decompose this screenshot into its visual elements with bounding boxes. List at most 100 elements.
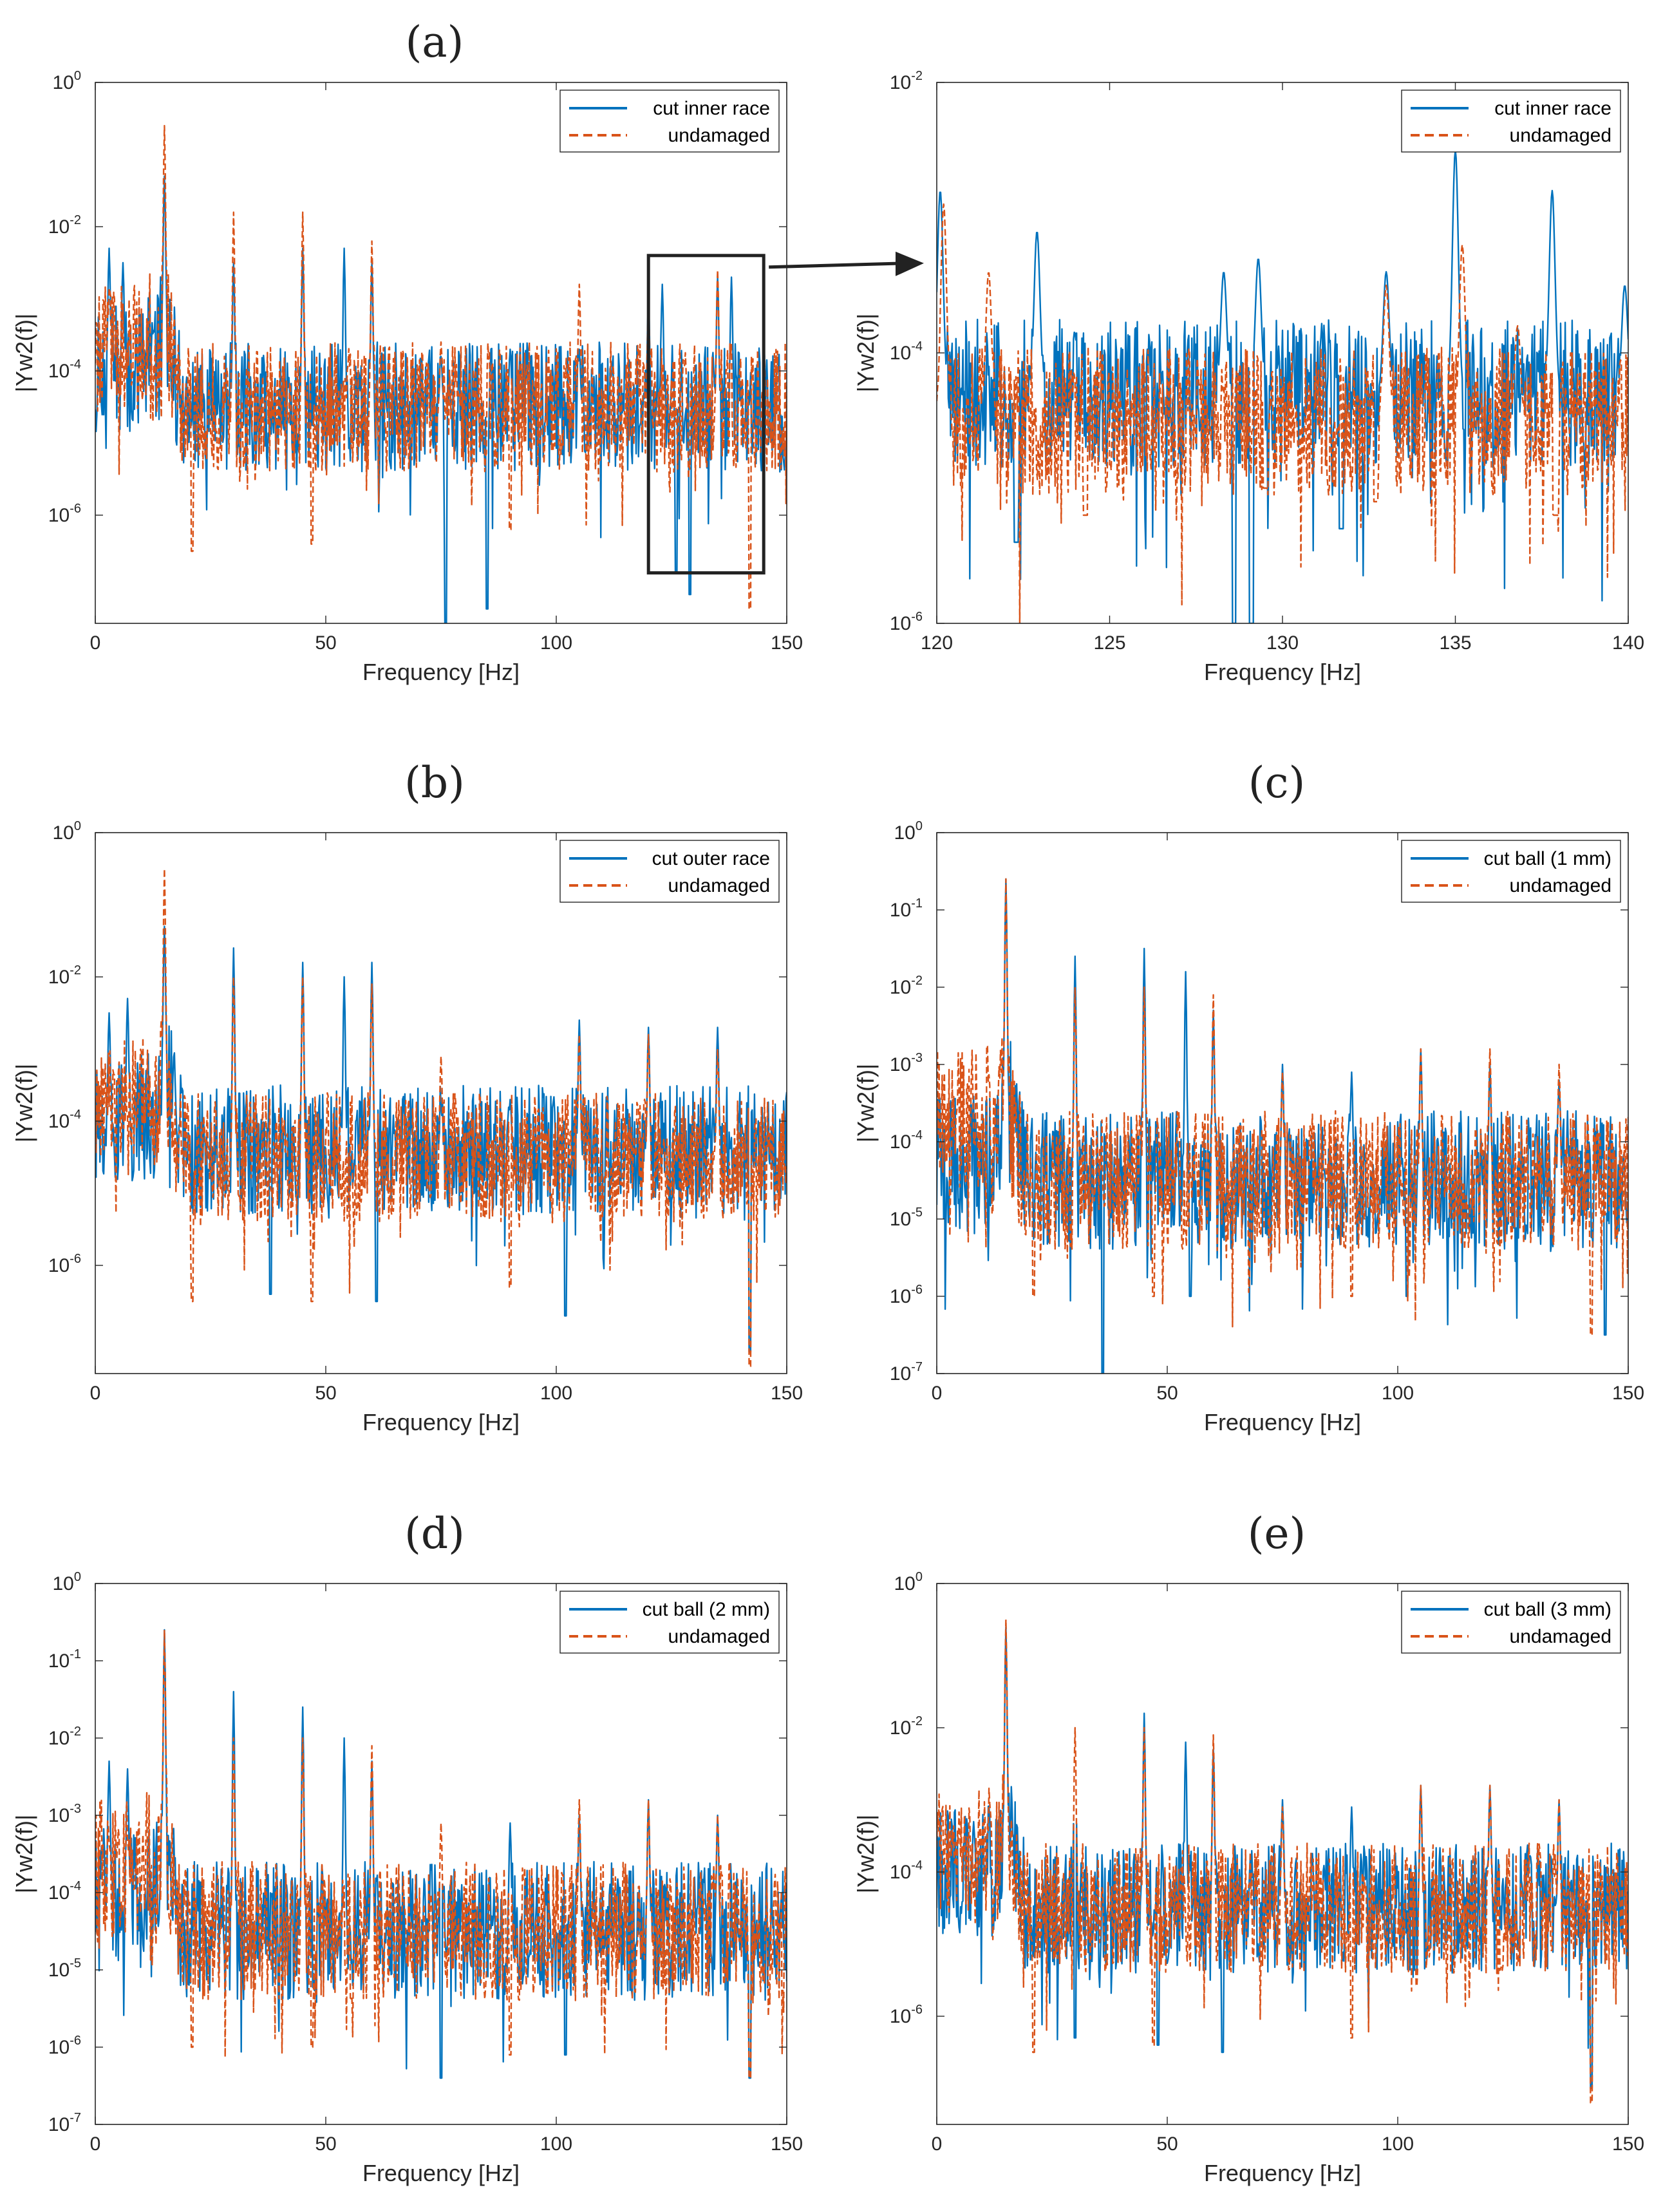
x-tick-label: 0 (932, 2133, 943, 2155)
legend-entry: cut inner race (653, 98, 770, 119)
y-tick-label: 10-6 (890, 1283, 923, 1307)
y-tick-label: 10-2 (890, 1714, 923, 1739)
legend-entry: undamaged (668, 125, 770, 146)
panel-title: (a) (406, 17, 464, 67)
legend: cut inner race undamaged (559, 90, 780, 153)
axes-box (936, 1583, 1629, 2125)
y-tick-label: 10-2 (48, 213, 81, 238)
y-tick-label: 10-6 (890, 610, 923, 634)
chart-panel-c: (c) 0 50 100 150 10-7 10-6 10-5 10-4 10-3 10-2 10-1… (852, 758, 1644, 1435)
panel-title: (d) (404, 1509, 465, 1558)
chart-panel-e: (e) 0 50 100 150 10-6 10-4 10-2 100 Frequency [Hz… (852, 1509, 1644, 2186)
y-tick-label: 10-4 (890, 1128, 923, 1153)
panel-title: (c) (1248, 758, 1305, 808)
x-tick-label: 50 (315, 1383, 336, 1404)
y-axis-label: |Yw2(f)| (11, 314, 37, 393)
legend-entry: undamaged (1510, 125, 1611, 146)
x-tick-label: 50 (315, 2133, 336, 2155)
x-tick-label: 100 (540, 2133, 572, 2155)
x-tick-label: 130 (1266, 632, 1299, 654)
y-tick-label: 10-3 (48, 1802, 81, 1826)
legend-box (559, 840, 780, 903)
panel-title: (e) (1248, 1509, 1306, 1558)
chart-panel-b: (b) 0 50 100 150 10-6 10-4 10-2 100 Frequency [Hz… (11, 758, 803, 1435)
y-tick-label: 100 (53, 1570, 82, 1594)
y-tick-label: 10-4 (890, 339, 923, 364)
x-tick-label: 100 (540, 632, 572, 654)
y-tick-label: 10-1 (890, 896, 923, 921)
legend: cut ball (3 mm) undamaged (1401, 1591, 1621, 1654)
y-tick-label: 10-6 (890, 2003, 923, 2027)
series-line-damaged (95, 1629, 787, 2079)
y-tick-label: 10-4 (48, 1879, 81, 1904)
legend-entry: undamaged (1510, 1626, 1611, 1647)
y-tick-label: 10-4 (48, 1108, 81, 1132)
x-tick-label: 150 (771, 1383, 803, 1404)
x-tick-label: 140 (1612, 632, 1644, 654)
y-tick-label: 10-4 (48, 357, 81, 382)
x-tick-label: 0 (932, 1383, 943, 1404)
y-axis-label: |Yw2(f)| (852, 1815, 879, 1894)
series-line-damaged (937, 878, 1628, 1374)
legend-entry: undamaged (668, 1626, 770, 1647)
legend-box (559, 90, 780, 153)
y-tick-label: 100 (53, 69, 82, 93)
y-tick-label: 100 (894, 819, 923, 844)
x-tick-label: 0 (90, 2133, 101, 2155)
x-axis-label: Frequency [Hz] (1204, 659, 1361, 685)
series-line-undamaged (937, 1618, 1628, 2104)
x-tick-label: 150 (1612, 1383, 1644, 1404)
x-axis-label: Frequency [Hz] (362, 1409, 520, 1435)
y-tick-label: 10-1 (48, 1647, 81, 1672)
x-tick-label: 125 (1093, 632, 1125, 654)
legend-box (1401, 840, 1621, 903)
x-tick-label: 120 (921, 632, 953, 654)
legend: cut ball (2 mm) undamaged (559, 1591, 780, 1654)
series-line-undamaged (95, 867, 787, 1367)
x-tick-label: 150 (1612, 2133, 1644, 2155)
axes-box (95, 832, 787, 1374)
legend-box (1401, 90, 1621, 153)
legend-entry: cut ball (3 mm) (1484, 1599, 1611, 1620)
x-tick-label: 50 (1156, 1383, 1178, 1404)
y-tick-label: 10-2 (48, 963, 81, 988)
x-axis-label: Frequency [Hz] (362, 659, 520, 685)
series-line-undamaged (937, 878, 1628, 1336)
chart-panel-zoom: 120 125 130 135 140 10-6 10-4 10-2 Frequency [Hz… (852, 69, 1644, 685)
series-line-undamaged (95, 1629, 787, 2079)
y-tick-label: 10-5 (890, 1205, 923, 1230)
x-tick-label: 150 (771, 2133, 803, 2155)
y-tick-label: 10-5 (48, 1956, 81, 1981)
axes-box (936, 832, 1629, 1374)
x-tick-label: 100 (540, 1383, 572, 1404)
legend-box (559, 1591, 780, 1654)
x-axis-label: Frequency [Hz] (1204, 1409, 1361, 1435)
zoom-arrow-head (896, 251, 924, 276)
chart-panel-d: (d) 0 50 100 150 10-7 10-6 10-5 10-4 10-3 10-2 10-1… (11, 1509, 803, 2186)
series-line-damaged (95, 925, 787, 1353)
zoom-arrow-shaft (769, 261, 905, 269)
x-tick-label: 150 (771, 632, 803, 654)
x-tick-label: 50 (315, 632, 336, 654)
y-tick-label: 10-2 (890, 974, 923, 998)
y-axis-label: |Yw2(f)| (11, 1064, 37, 1143)
x-axis-label: Frequency [Hz] (362, 2160, 520, 2186)
chart-panel-a: (a) 0 50 100 150 10-6 10-4 10-2 100 Frequency [Hz… (11, 17, 924, 685)
legend-entry: undamaged (1510, 875, 1611, 896)
y-tick-label: 10-6 (48, 2034, 81, 2058)
y-tick-label: 10-2 (890, 69, 923, 93)
y-axis-label: |Yw2(f)| (852, 314, 879, 393)
legend-entry: cut inner race (1494, 98, 1611, 119)
series-line-damaged (937, 149, 1628, 623)
legend: cut inner race undamaged (1401, 90, 1621, 153)
x-axis-label: Frequency [Hz] (1204, 2160, 1361, 2186)
y-axis-label: |Yw2(f)| (852, 1064, 879, 1143)
series-line-undamaged (95, 125, 787, 610)
y-axis-label: |Yw2(f)| (11, 1815, 37, 1894)
legend-box (1401, 1591, 1621, 1654)
legend-entry: cut ball (1 mm) (1484, 848, 1611, 869)
legend-entry: cut ball (2 mm) (643, 1599, 770, 1620)
legend: cut outer race undamaged (559, 840, 780, 903)
zoom-rectangle (646, 254, 766, 575)
x-tick-label: 0 (90, 1383, 101, 1404)
